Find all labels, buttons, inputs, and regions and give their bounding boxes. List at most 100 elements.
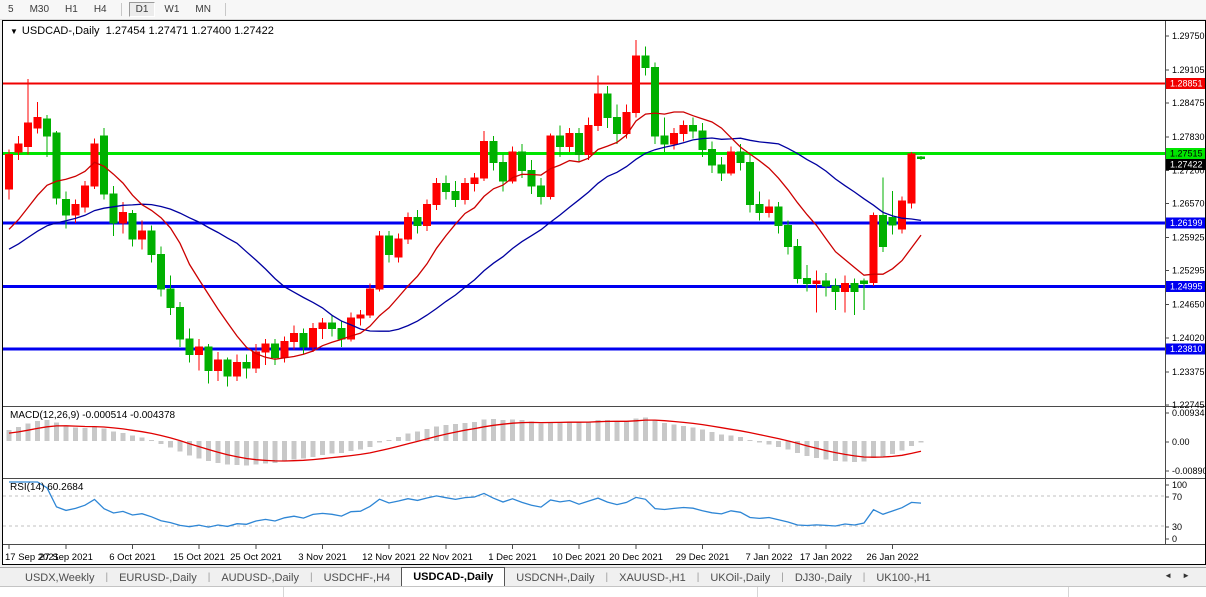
candle-body: [888, 217, 897, 226]
price-tick-label: 1.24020: [1172, 333, 1205, 343]
tab-dj30-daily[interactable]: DJ30-,Daily: [794, 571, 852, 584]
candle-body: [147, 230, 156, 256]
candle-body: [670, 132, 678, 145]
tab-audusd-daily[interactable]: AUDUSD-,Daily: [221, 571, 299, 584]
candle-body: [907, 153, 916, 204]
price-tick-label: 1.24650: [1172, 300, 1205, 310]
candle-body: [52, 132, 61, 199]
macd-bar: [301, 441, 306, 459]
tab-scroll-left-icon[interactable]: ◄: [1164, 571, 1183, 580]
candle-body: [166, 288, 175, 308]
date-tick-label: 29 Dec 2021: [676, 552, 730, 563]
candle-body: [271, 343, 279, 358]
macd-bar: [329, 441, 335, 454]
macd-bar: [880, 441, 886, 457]
date-tick-label: 27 Sep 2021: [39, 552, 93, 563]
price-level-tag-1.24995-bg: [1166, 280, 1205, 292]
candle-body: [318, 322, 327, 329]
macd-bar: [415, 431, 420, 441]
candle-body: [812, 280, 821, 285]
price-axis: 1.29750 1.29105 1.28475 1.27830 1.27200 1.265…: [1165, 31, 1205, 544]
candle-body: [280, 341, 289, 358]
tab-separator: |: [862, 572, 866, 583]
macd-bar: [728, 435, 734, 441]
price-tick-label: 1.29105: [1172, 65, 1205, 75]
candle-body: [717, 164, 726, 174]
dropdown-arrow-icon[interactable]: ▼: [10, 27, 18, 36]
macd-indicator-label: MACD(12,26,9) -0.000514 -0.004378: [10, 410, 176, 421]
macd-bar: [367, 441, 373, 448]
timeframe-button-d1[interactable]: D1: [128, 2, 156, 17]
candle-body: [727, 151, 735, 174]
chart-title: ▼ USDCAD-,Daily 1.27454 1.27471 1.27400 1…: [10, 25, 274, 37]
price-level-tag-1.27515-bg: [1166, 148, 1205, 160]
macd-bar: [82, 428, 88, 441]
price-tick-label: 1.29750: [1172, 31, 1205, 41]
macd-axis-label: 0.009345: [1172, 408, 1205, 418]
date-tick-label: 6 Oct 2021: [109, 552, 155, 563]
macd-bar: [833, 441, 838, 461]
bid-price-tag-bg: [1166, 159, 1205, 171]
tab-usdx-weekly[interactable]: USDX,Weekly: [25, 571, 95, 584]
timeframe-button-mn[interactable]: MN: [195, 4, 211, 15]
macd-bar: [253, 441, 259, 465]
macd-bar: [776, 441, 781, 447]
candle-body: [128, 213, 137, 240]
candle-body: [366, 288, 374, 316]
candle-body: [613, 117, 621, 134]
candle-body: [746, 161, 754, 206]
chart-surface[interactable]: 1.29750 1.29105 1.28475 1.27830 1.27200 1.265…: [3, 21, 1205, 564]
macd-bar: [244, 441, 249, 466]
candle-body: [499, 161, 507, 182]
candle-body: [755, 204, 764, 213]
timeframe-button-w1[interactable]: W1: [164, 4, 180, 15]
macd-bar: [149, 440, 154, 442]
candle-body: [689, 125, 697, 132]
tab-scroll-right-icon[interactable]: ►: [1182, 571, 1200, 580]
candle-body: [423, 204, 431, 227]
macd-bar: [890, 441, 895, 454]
macd-bar: [92, 426, 97, 441]
chart-title-ohlc: 1.27454 1.27471 1.27400 1.27422: [105, 25, 274, 37]
price-level-tag-1.24995: 1.24995: [1170, 281, 1203, 291]
tab-xauusd-h1[interactable]: XAUUSD-,H1: [619, 571, 686, 584]
price-tick-label: 1.27200: [1172, 165, 1205, 175]
macd-bar: [909, 441, 914, 446]
candle-body: [299, 333, 308, 348]
macd-bar: [282, 441, 287, 462]
candle-body: [24, 122, 32, 148]
timeframe-button-h4[interactable]: H4: [93, 4, 107, 15]
macd-bar: [234, 441, 240, 466]
tab-uk100-h1[interactable]: UK100-,H1: [876, 571, 931, 584]
tab-ukoil-daily[interactable]: UKOil-,Daily: [710, 571, 771, 584]
candle-body: [385, 235, 393, 256]
candle-body: [242, 362, 251, 369]
timeframe-button-m30[interactable]: M30: [29, 4, 50, 15]
date-tick-label: 12 Nov 2021: [362, 552, 416, 563]
macd-bar: [586, 421, 591, 441]
candle-body: [518, 151, 526, 171]
candle-body: [917, 156, 925, 160]
macd-bar: [73, 427, 78, 441]
macd-bar: [595, 420, 601, 441]
candle-body: [632, 55, 640, 113]
tab-usdcad-daily[interactable]: USDCAD-,Daily: [401, 567, 506, 587]
timeframe-button-5[interactable]: 5: [8, 4, 14, 15]
macd-bar: [35, 421, 40, 441]
macd-bar: [348, 441, 354, 452]
rsi-axis-label: 100: [1172, 480, 1187, 490]
tab-usdchf-h4[interactable]: USDCHF-,H4: [323, 571, 391, 584]
tab-eurusd-daily[interactable]: EURUSD-,Daily: [119, 571, 197, 584]
candle-body: [14, 143, 23, 153]
candle-body: [480, 140, 488, 179]
status-bar: [0, 586, 1206, 597]
macd-bar: [529, 421, 534, 441]
tab-usdcnh-daily[interactable]: USDCNH-,Daily: [516, 571, 595, 584]
macd-bar: [44, 420, 50, 441]
candle-body: [442, 182, 450, 192]
timeframe-button-h1[interactable]: H1: [65, 4, 78, 15]
candle-body: [698, 130, 707, 150]
macd-bar: [111, 431, 116, 441]
candle-body: [565, 132, 574, 148]
macd-bar: [804, 441, 810, 457]
